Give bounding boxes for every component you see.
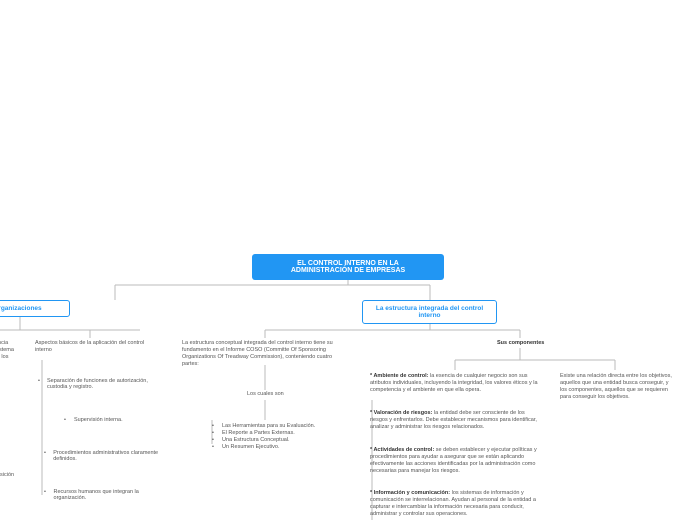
- branch-right-label: La estructura integrada del control inte…: [376, 305, 483, 319]
- component-1: * Ambiente de control: la esencia de cua…: [370, 373, 542, 394]
- branch-right-node[interactable]: La estructura integrada del control inte…: [362, 300, 497, 324]
- c1-label: * Ambiente de control:: [370, 373, 428, 379]
- branch-left-label: n en las organizaciones: [0, 305, 42, 312]
- left-col-title: Aspectos básicos de la aplicación del co…: [35, 340, 150, 354]
- left-item-2-text: Supervisión interna.: [74, 417, 123, 423]
- tool-b: El Reporte a Partes Externas.: [222, 430, 295, 436]
- branch-left-node[interactable]: n en las organizaciones: [0, 300, 70, 317]
- root-label: EL CONTROL INTERNO EN LA ADMINISTRACIÓN …: [291, 260, 405, 274]
- side-relation-text: Existe una relación directa entre los ob…: [560, 373, 675, 402]
- component-4: * Información y comunicación: los sistem…: [370, 490, 542, 519]
- left-item-4: •Recursos humanos que integran la organi…: [44, 489, 159, 502]
- c2-label: * Valoración de riesgos:: [370, 410, 432, 416]
- component-2: * Valoración de riesgos: la entidad debe…: [370, 410, 542, 431]
- componentes-title: Sus componentes: [497, 340, 567, 347]
- root-node[interactable]: EL CONTROL INTERNO EN LA ADMINISTRACIÓN …: [252, 254, 444, 280]
- tool-c: Una Estructura Conceptual.: [222, 437, 290, 443]
- c3-label: * Actividades de control:: [370, 447, 434, 453]
- component-3: * Actividades de control: se deben estab…: [370, 447, 542, 476]
- tools-list: •Las Herramientas para su Evaluación. •E…: [212, 423, 342, 451]
- left-item-1: •Separación de funciones de autorización…: [38, 378, 158, 391]
- left-item-4-text: Recursos humanos que integran la organiz…: [54, 489, 159, 501]
- cuales-label: Los cuales son: [247, 391, 307, 398]
- right-intro: La estructura conceptual integrada del c…: [182, 340, 342, 369]
- left-item-3-text: Procedimientos administrativos clarament…: [53, 450, 159, 462]
- partial-text-top: encia sistema or los: [0, 340, 15, 361]
- left-item-3: •Procedimientos administrativos claramen…: [44, 450, 159, 463]
- c4-label: * Información y comunicación:: [370, 490, 450, 496]
- tool-d: Un Resumen Ejecutivo.: [222, 444, 279, 450]
- left-item-1-text: Separación de funciones de autorización,…: [47, 378, 158, 390]
- left-item-2: •Supervisión interna.: [64, 417, 164, 424]
- tool-a: Las Herramientas para su Evaluación.: [222, 423, 315, 429]
- partial-text-bottom: osición: [0, 472, 22, 479]
